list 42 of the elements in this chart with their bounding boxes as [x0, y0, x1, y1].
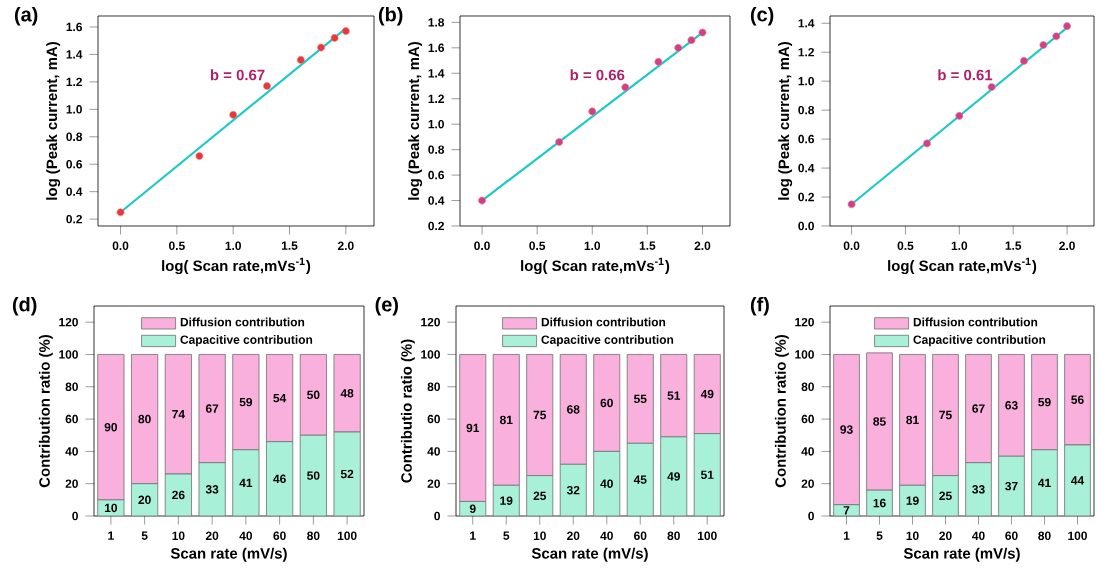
bar [626, 442, 654, 516]
point [1052, 32, 1061, 41]
point [698, 28, 707, 37]
point [330, 34, 339, 42]
bar [593, 450, 621, 516]
point [296, 56, 305, 64]
point [116, 208, 125, 217]
point [1063, 22, 1071, 31]
point [847, 200, 856, 209]
bar [660, 436, 688, 516]
bar [1031, 449, 1058, 516]
point [674, 43, 683, 52]
point [478, 196, 486, 205]
point [987, 83, 996, 91]
point [923, 139, 931, 148]
point [229, 110, 238, 119]
point [195, 152, 204, 160]
chart-title: (e) [375, 296, 398, 316]
chart-title: (a) [14, 6, 38, 26]
chart-title: (b) [378, 6, 403, 26]
point [1020, 57, 1028, 65]
point [263, 82, 271, 90]
bar [965, 462, 992, 516]
point [621, 83, 630, 92]
chart-title: (d) [12, 296, 37, 316]
point [955, 112, 964, 120]
point [317, 43, 325, 52]
chart-title: (f) [750, 296, 769, 316]
bar [299, 434, 327, 516]
bar [693, 433, 721, 516]
point [1039, 41, 1048, 49]
point [687, 36, 696, 45]
bar [998, 455, 1025, 516]
point [341, 27, 350, 35]
point [654, 57, 663, 66]
bar [1064, 444, 1091, 516]
bar [232, 449, 260, 516]
bar [266, 441, 294, 516]
chart-title: (c) [750, 6, 774, 26]
point [555, 138, 564, 146]
bar [333, 431, 361, 516]
point [588, 107, 597, 116]
